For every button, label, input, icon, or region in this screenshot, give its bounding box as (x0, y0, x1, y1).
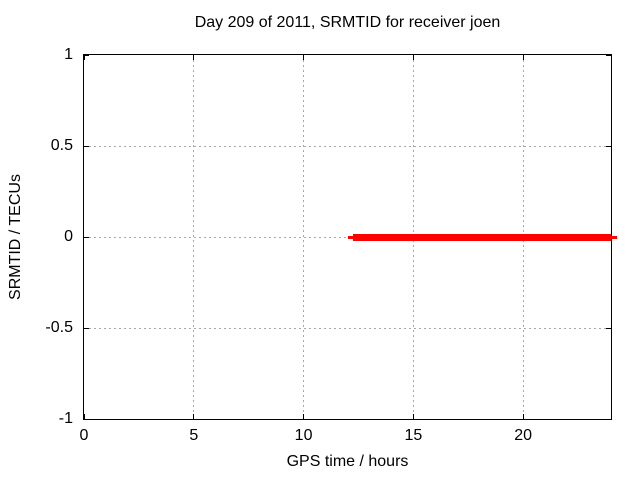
y-tick-label: -1 (58, 410, 73, 427)
y-tick-mark-right (606, 54, 611, 56)
x-tick-mark-top (412, 55, 414, 60)
plot-area (83, 54, 617, 420)
x-tick-label: 10 (294, 427, 313, 444)
series-line (352, 233, 611, 241)
y-tick-label: 0.5 (50, 137, 73, 154)
y-tick-mark-left (84, 236, 89, 238)
x-tick-mark-bottom (412, 414, 414, 419)
x-tick-mark-top (522, 55, 524, 60)
x-tick-mark-bottom (303, 414, 305, 419)
y-gridline (84, 145, 611, 147)
x-tick-mark-top (303, 55, 305, 60)
y-tick-label: -0.5 (45, 319, 73, 336)
y-tick-label: 1 (64, 46, 73, 63)
x-tick-label: 5 (189, 427, 199, 444)
x-tick-label: 20 (514, 427, 533, 444)
x-tick-mark-bottom (193, 414, 195, 419)
x-tick-mark-bottom (522, 414, 524, 419)
y-tick-label: 0 (64, 228, 73, 245)
y-tick-mark-right (606, 145, 611, 147)
y-tick-mark-left (84, 418, 89, 420)
y-tick-mark-right (606, 418, 611, 420)
chart-title: Day 209 of 2011, SRMTID for receiver joe… (194, 14, 501, 31)
x-tick-mark-top (193, 55, 195, 60)
y-gridline (84, 327, 611, 329)
x-tick-label: 0 (79, 427, 89, 444)
x-tick-label: 15 (404, 427, 423, 444)
x-tick-mark-top (83, 55, 85, 60)
y-tick-mark-left (84, 145, 89, 147)
x-axis-label: GPS time / hours (286, 453, 409, 470)
y-tick-mark-left (84, 54, 89, 56)
y-tick-mark-right (606, 327, 611, 329)
x-tick-mark-bottom (83, 414, 85, 419)
y-tick-mark-left (84, 327, 89, 329)
